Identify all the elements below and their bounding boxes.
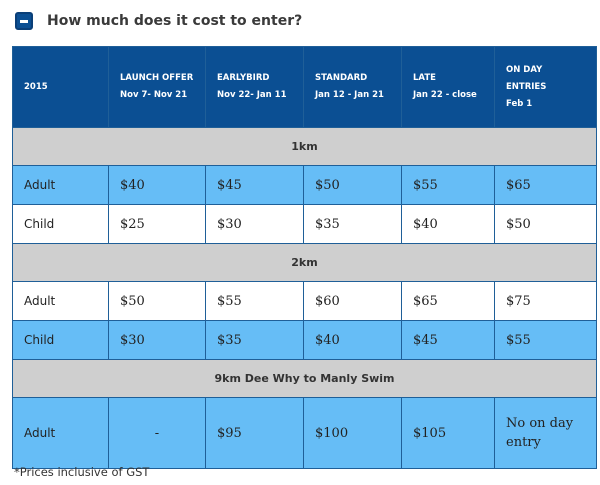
price-cell: $40 <box>401 204 495 244</box>
price-cell: $55 <box>205 281 304 321</box>
row-label: Child <box>12 204 109 244</box>
section-label: 1km <box>12 127 597 166</box>
price-cell: $30 <box>205 204 304 244</box>
row-label: Child <box>12 320 109 360</box>
table-row: Adult $50 $55 $60 $65 $75 <box>12 281 597 321</box>
price-cell: $95 <box>205 397 304 469</box>
collapse-toggle-icon[interactable] <box>15 12 33 30</box>
column-header-late: LATE Jan 22 - close <box>401 46 495 128</box>
price-cell-note: No on day entry <box>494 397 597 469</box>
price-cell: $50 <box>303 165 402 205</box>
price-cell: $30 <box>108 320 206 360</box>
price-cell: $40 <box>303 320 402 360</box>
column-header-earlybird: EARLYBIRD Nov 22- Jan 11 <box>205 46 304 128</box>
price-cell: $75 <box>494 281 597 321</box>
section-row-1km: 1km <box>12 127 597 166</box>
price-cell: - <box>108 397 206 469</box>
column-header-on-day: ON DAY ENTRIES Feb 1 <box>494 46 597 128</box>
price-cell: $65 <box>494 165 597 205</box>
section-label: 9km Dee Why to Manly Swim <box>12 359 597 398</box>
price-cell: $40 <box>108 165 206 205</box>
price-cell: $25 <box>108 204 206 244</box>
footnote: *Prices inclusive of GST <box>14 465 150 479</box>
table-header-row: 2015 LAUNCH OFFER Nov 7- Nov 21 EARLYBIR… <box>12 46 597 128</box>
price-cell: $65 <box>401 281 495 321</box>
price-cell: $35 <box>205 320 304 360</box>
column-header-year: 2015 <box>12 46 109 128</box>
table-row: Adult - $95 $100 $105 No on day entry <box>12 397 597 469</box>
price-cell: $60 <box>303 281 402 321</box>
price-cell: $50 <box>108 281 206 321</box>
price-cell: $105 <box>401 397 495 469</box>
section-title: How much does it cost to enter? <box>47 13 303 29</box>
section-header: How much does it cost to enter? <box>15 8 595 34</box>
row-label: Adult <box>12 397 109 469</box>
price-cell: $45 <box>205 165 304 205</box>
price-table: 2015 LAUNCH OFFER Nov 7- Nov 21 EARLYBIR… <box>12 46 597 469</box>
column-header-standard: STANDARD Jan 12 - Jan 21 <box>303 46 402 128</box>
price-cell: $45 <box>401 320 495 360</box>
price-cell: $50 <box>494 204 597 244</box>
table-row: Adult $40 $45 $50 $55 $65 <box>12 165 597 205</box>
row-label: Adult <box>12 165 109 205</box>
column-header-launch-offer: LAUNCH OFFER Nov 7- Nov 21 <box>108 46 206 128</box>
row-label: Adult <box>12 281 109 321</box>
price-cell: $55 <box>494 320 597 360</box>
section-row-9km: 9km Dee Why to Manly Swim <box>12 359 597 398</box>
section-label: 2km <box>12 243 597 282</box>
price-cell: $100 <box>303 397 402 469</box>
section-row-2km: 2km <box>12 243 597 282</box>
price-cell: $35 <box>303 204 402 244</box>
table-row: Child $25 $30 $35 $40 $50 <box>12 204 597 244</box>
price-cell: $55 <box>401 165 495 205</box>
table-row: Child $30 $35 $40 $45 $55 <box>12 320 597 360</box>
